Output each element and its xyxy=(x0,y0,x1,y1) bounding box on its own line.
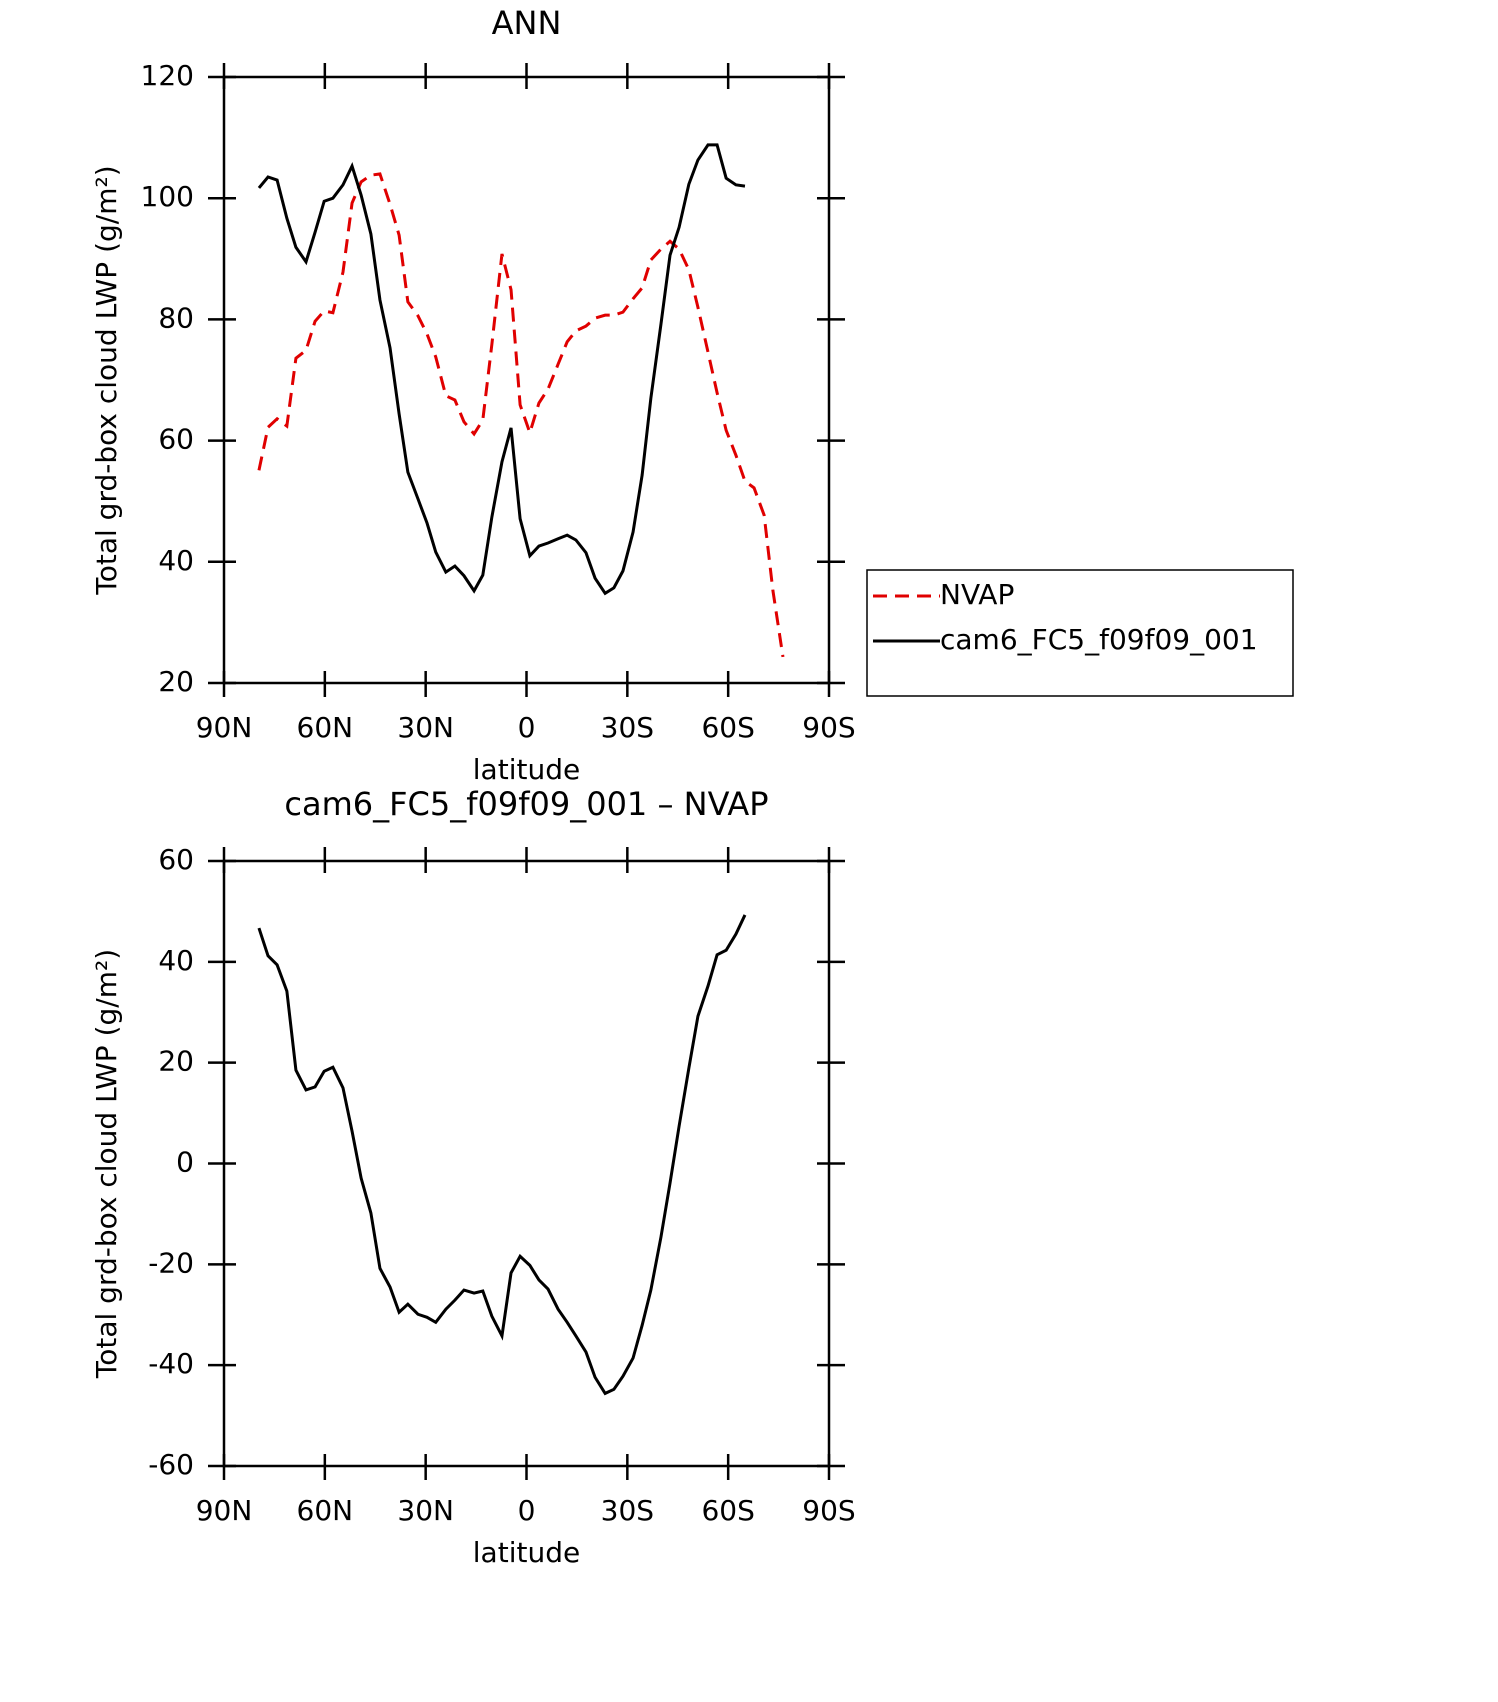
legend-box xyxy=(866,569,1294,697)
x-tick-label: 90N xyxy=(196,1494,253,1527)
y-tick-label: 40 xyxy=(158,544,194,577)
x-tick-label: 60N xyxy=(297,1494,354,1527)
y-tick-label: 0 xyxy=(176,1146,194,1179)
y-tick-label: 20 xyxy=(158,665,194,698)
x-tick-label: 30N xyxy=(397,1494,454,1527)
y-tick-label: -40 xyxy=(148,1347,194,1380)
series-line xyxy=(257,172,785,658)
series-line xyxy=(257,143,746,596)
plot-frame xyxy=(222,75,831,685)
chart-title: ANN xyxy=(492,4,562,42)
x-tick-label: 90S xyxy=(802,1494,855,1527)
y-tick-label: 40 xyxy=(158,944,194,977)
x-tick-label: 90N xyxy=(196,711,253,744)
x-axis-label: latitude xyxy=(473,1536,580,1569)
series-line xyxy=(257,914,747,1396)
y-axis-label: Total grd-box cloud LWP (g/m²) xyxy=(90,165,123,595)
legend-label: cam6_FC5_f09f09_001 xyxy=(940,623,1258,656)
x-tick-label: 60S xyxy=(701,711,754,744)
y-axis-label: Total grd-box cloud LWP (g/m²) xyxy=(90,949,123,1379)
x-tick-label: 60S xyxy=(701,1494,754,1527)
x-tick-label: 60N xyxy=(297,711,354,744)
x-axis-label: latitude xyxy=(473,753,580,786)
y-tick-label: 80 xyxy=(158,301,194,334)
y-tick-label: 60 xyxy=(158,843,194,876)
x-tick-label: 30N xyxy=(397,711,454,744)
y-tick-label: -60 xyxy=(148,1448,194,1481)
x-tick-label: 30S xyxy=(601,1494,654,1527)
y-tick-label: 100 xyxy=(141,180,194,213)
legend-label: NVAP xyxy=(940,578,1014,611)
y-tick-label: 20 xyxy=(158,1045,194,1078)
chart-title: cam6_FC5_f09f09_001 – NVAP xyxy=(284,785,768,823)
y-tick-label: 60 xyxy=(158,423,194,456)
x-tick-label: 30S xyxy=(601,711,654,744)
x-tick-label: 0 xyxy=(518,711,536,744)
x-tick-label: 0 xyxy=(518,1494,536,1527)
y-tick-label: -20 xyxy=(148,1246,194,1279)
y-tick-label: 120 xyxy=(141,59,194,92)
plot-frame xyxy=(222,859,831,1468)
x-tick-label: 90S xyxy=(802,711,855,744)
